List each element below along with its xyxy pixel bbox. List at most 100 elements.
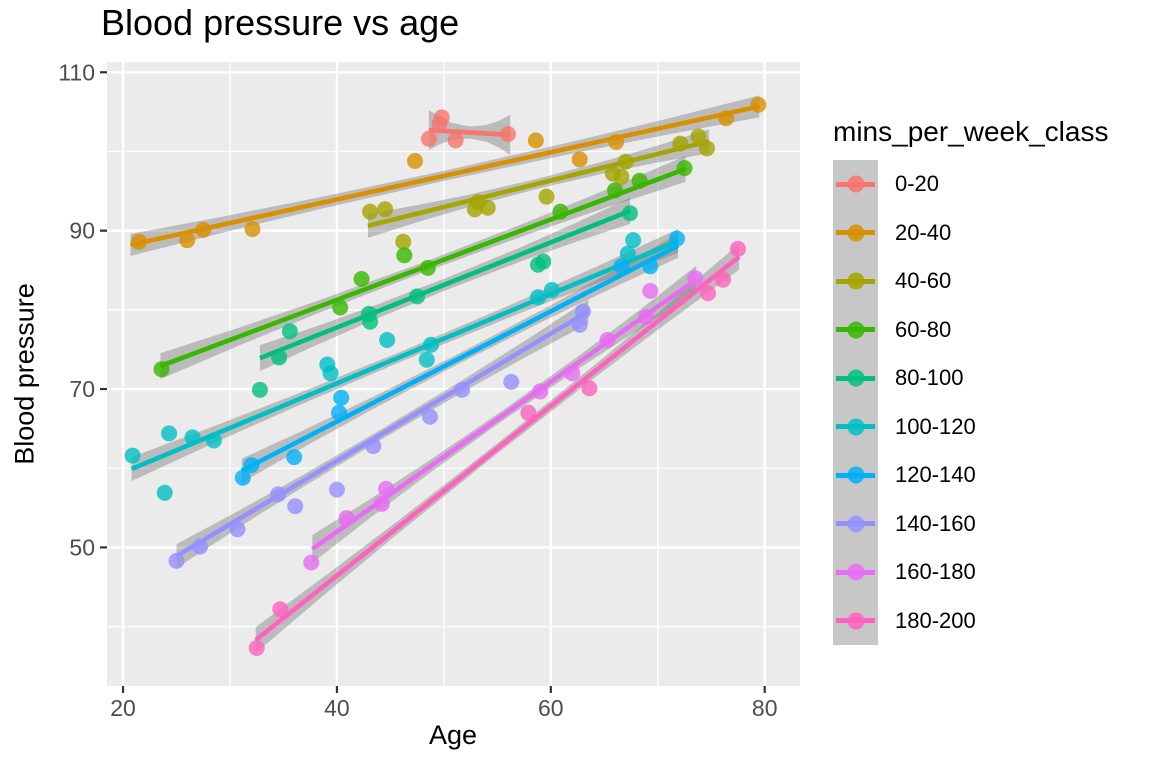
legend-key-swatch — [833, 208, 878, 257]
point-140-160 — [328, 481, 345, 498]
legend-item-0-20: 0-20 — [833, 160, 1108, 209]
point-180-200 — [729, 240, 746, 257]
point-100-120 — [322, 365, 339, 382]
point-40-60 — [698, 140, 715, 157]
legend-item-label: 100-120 — [895, 413, 976, 439]
legend-item-label: 120-140 — [895, 462, 976, 488]
point-140-160 — [168, 552, 185, 569]
point-80-100 — [281, 323, 298, 340]
point-100-120 — [184, 429, 201, 446]
point-20-40 — [131, 233, 148, 250]
point-100-120 — [161, 425, 178, 442]
point-60-80 — [332, 299, 349, 316]
point-120-140 — [613, 258, 630, 275]
point-160-180 — [338, 510, 355, 527]
legend-item-label: 40-60 — [895, 268, 952, 294]
point-160-180 — [532, 383, 549, 400]
point-20-40 — [527, 132, 544, 149]
point-80-100 — [621, 205, 638, 222]
point-40-60 — [395, 233, 412, 250]
point-180-200 — [248, 639, 265, 656]
legend-key-swatch — [833, 596, 878, 645]
point-120-140 — [642, 258, 659, 275]
legend-key-swatch — [833, 402, 878, 451]
legend-item-120-140: 120-140 — [833, 451, 1108, 500]
point-140-160 — [287, 498, 304, 515]
point-40-60 — [690, 128, 707, 145]
legend-key-dot-icon — [847, 612, 864, 630]
point-140-160 — [574, 303, 591, 320]
point-60-80 — [552, 203, 569, 220]
legend-key-swatch — [833, 451, 878, 500]
legend-item-40-60: 40-60 — [833, 257, 1108, 306]
point-140-160 — [192, 538, 209, 555]
point-20-40 — [608, 133, 625, 150]
point-120-140 — [286, 449, 303, 466]
legend-item-160-180: 160-180 — [833, 548, 1108, 597]
legend-key-dot-icon — [847, 515, 864, 533]
trend-line-80-100 — [259, 208, 631, 361]
point-160-180 — [303, 554, 320, 571]
point-60-80 — [631, 172, 648, 189]
point-40-60 — [538, 188, 555, 205]
legend-item-140-160: 140-160 — [833, 499, 1108, 548]
y-tick-label: 110 — [58, 59, 95, 85]
trend-line-120-140 — [240, 243, 680, 473]
point-40-60 — [672, 135, 689, 152]
point-20-40 — [179, 232, 196, 249]
point-40-60 — [617, 153, 634, 170]
y-tick-label: 90 — [69, 218, 95, 244]
trend-line-40-60 — [367, 138, 710, 229]
y-axis-title: Blood pressure — [9, 283, 40, 465]
point-80-100 — [362, 313, 379, 330]
point-40-60 — [362, 203, 379, 220]
legend-key-dot-icon — [847, 272, 864, 290]
x-tick-label: 80 — [752, 695, 778, 721]
plot-title: Blood pressure vs age — [101, 2, 460, 43]
x-tick-label: 40 — [324, 695, 350, 721]
legend-key-dot-icon — [847, 418, 864, 436]
point-20-40 — [244, 221, 261, 238]
point-0-20 — [433, 109, 450, 126]
x-axis-title: Age — [428, 720, 478, 750]
trend-line-180-200 — [254, 254, 741, 642]
legend-item-100-120: 100-120 — [833, 402, 1108, 451]
point-180-200 — [715, 271, 731, 288]
point-60-80 — [606, 182, 623, 199]
point-0-20 — [447, 132, 464, 149]
legend-key-swatch — [833, 305, 878, 354]
legend-item-label: 80-100 — [895, 365, 964, 391]
legend-key-dot-icon — [847, 321, 864, 339]
plot-panel — [107, 62, 800, 686]
point-20-40 — [750, 96, 767, 113]
point-20-40 — [407, 152, 423, 169]
point-80-100 — [251, 381, 268, 398]
x-tick-label: 20 — [110, 695, 136, 721]
point-80-100 — [409, 288, 426, 305]
point-160-180 — [378, 480, 395, 497]
point-20-40 — [571, 151, 588, 168]
point-100-120 — [124, 447, 141, 464]
legend-key-swatch — [833, 354, 878, 403]
point-100-120 — [625, 232, 642, 249]
point-100-120 — [619, 245, 636, 262]
y-tick-label: 70 — [69, 376, 95, 402]
point-100-120 — [379, 331, 396, 348]
point-160-180 — [642, 282, 659, 299]
point-180-200 — [581, 380, 598, 397]
legend-item-label: 60-80 — [895, 316, 952, 342]
point-140-160 — [571, 316, 588, 333]
point-40-60 — [377, 201, 394, 218]
point-120-140 — [669, 230, 686, 247]
legend-item-label: 180-200 — [895, 607, 976, 633]
point-140-160 — [454, 381, 471, 398]
point-40-60 — [613, 168, 630, 185]
point-160-180 — [687, 270, 704, 287]
legend-rows: 0-20 20-40 40-60 60-80 80-100 100-120 120-140 1… — [833, 160, 1108, 645]
point-140-160 — [503, 373, 520, 390]
legend-title: mins_per_week_class — [833, 116, 1109, 147]
legend: mins_per_week_class 0-20 20-40 40-60 60-80 8… — [833, 116, 1108, 645]
legend-key-dot-icon — [847, 563, 864, 581]
point-100-120 — [529, 289, 546, 306]
